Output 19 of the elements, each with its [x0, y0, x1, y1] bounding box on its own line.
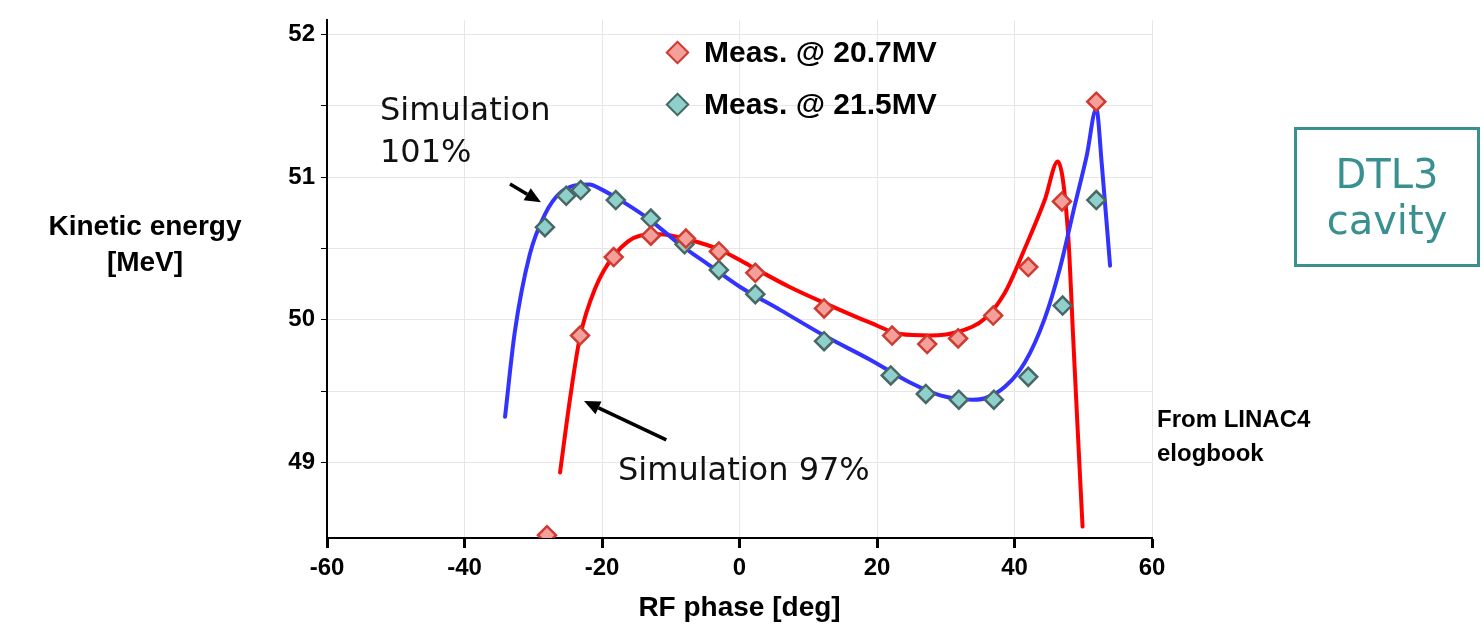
x-tick-label: 0	[732, 553, 747, 581]
series-label: Simulation 101%	[380, 89, 552, 172]
x-tick-label: -40	[447, 553, 482, 581]
text: From LINAC4 elogbook	[1157, 404, 1312, 468]
y-tick-label: 50	[288, 304, 315, 332]
x-tick-label: -20	[584, 553, 620, 581]
legend-label: Meas. @ 20.7MV	[704, 35, 937, 69]
x-tick-label: 20	[863, 553, 891, 581]
y-tick-label: 52	[288, 19, 315, 47]
x-tick-label: 60	[1138, 553, 1166, 581]
y-tick-label: 49	[288, 447, 315, 475]
y-axis-title: Kinetic energy [MeV]	[47, 209, 243, 279]
x-tick-label: -60	[309, 553, 345, 581]
x-tick-label: 40	[1001, 553, 1028, 581]
y-tick-label: 51	[288, 161, 315, 189]
series-label: Simulation 97%	[618, 450, 870, 488]
legend-label: Meas. @ 21.5MV	[704, 87, 937, 121]
x-axis-title: RF phase [deg]	[638, 590, 841, 622]
text: DTL3 cavity	[1294, 127, 1480, 267]
